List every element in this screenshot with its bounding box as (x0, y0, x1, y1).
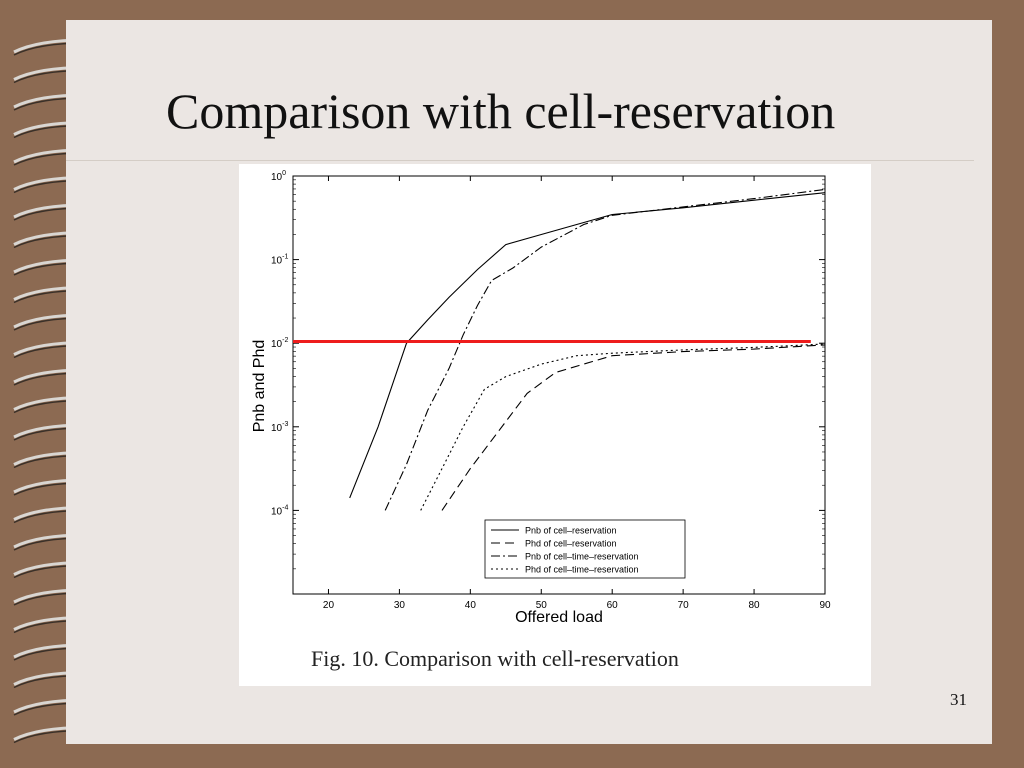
legend-entry: Pnb of cell–time–reservation (525, 552, 639, 562)
x-tick-label: 40 (465, 600, 477, 611)
series-line-2 (441, 344, 826, 511)
x-axis: 20 30 40 50 60 70 80 90 (323, 176, 831, 611)
series-line-1 (349, 192, 826, 499)
y-tick-exponent: -2 (282, 337, 288, 344)
page-number: 31 (950, 690, 967, 709)
y-tick-exponent: -1 (282, 254, 288, 261)
y-tick-base: 10 (271, 506, 283, 517)
y-tick-label: 10-3 (271, 421, 288, 434)
title-divider (66, 160, 974, 161)
series-group (349, 188, 826, 511)
y-tick-exponent: 0 (282, 170, 286, 177)
y-tick-base: 10 (271, 423, 283, 434)
y-tick-exponent: -4 (282, 504, 288, 511)
x-tick-label: 20 (323, 600, 335, 611)
x-tick-label: 60 (607, 600, 619, 611)
legend-entry: Phd of cell–time–reservation (525, 565, 639, 575)
legend: Pnb of cell–reservation Phd of cell–reser… (484, 519, 686, 579)
y-tick-label: 100 (271, 170, 286, 183)
x-tick-label: 30 (394, 600, 406, 611)
slide-title: Comparison with cell-reservation (166, 83, 836, 139)
legend-entry: Pnb of cell–reservation (525, 526, 617, 536)
y-tick-label: 10-1 (271, 254, 288, 267)
x-axis-label: Offered load (515, 609, 603, 626)
x-tick-label: 50 (536, 600, 548, 611)
legend-entry: Phd of cell–reservation (525, 539, 617, 549)
y-tick-label: 10-4 (271, 504, 288, 517)
x-tick-label: 90 (819, 600, 831, 611)
figure-caption: Fig. 10. Comparison with cell-reservatio… (311, 646, 679, 671)
y-tick-label: 10-2 (271, 337, 288, 350)
y-tick-base: 10 (271, 339, 283, 350)
x-tick-label: 80 (749, 600, 761, 611)
y-axis-label: Pnb and Phd (251, 340, 268, 433)
y-tick-exponent: -3 (282, 421, 288, 428)
figure: 100 10-1 10-2 10-3 10-4 20 30 40 50 60 70 80 90 Off… (239, 164, 871, 686)
x-tick-label: 70 (678, 600, 690, 611)
y-tick-base: 10 (271, 256, 283, 267)
y-tick-base: 10 (271, 172, 283, 183)
series-line-4 (420, 343, 826, 511)
